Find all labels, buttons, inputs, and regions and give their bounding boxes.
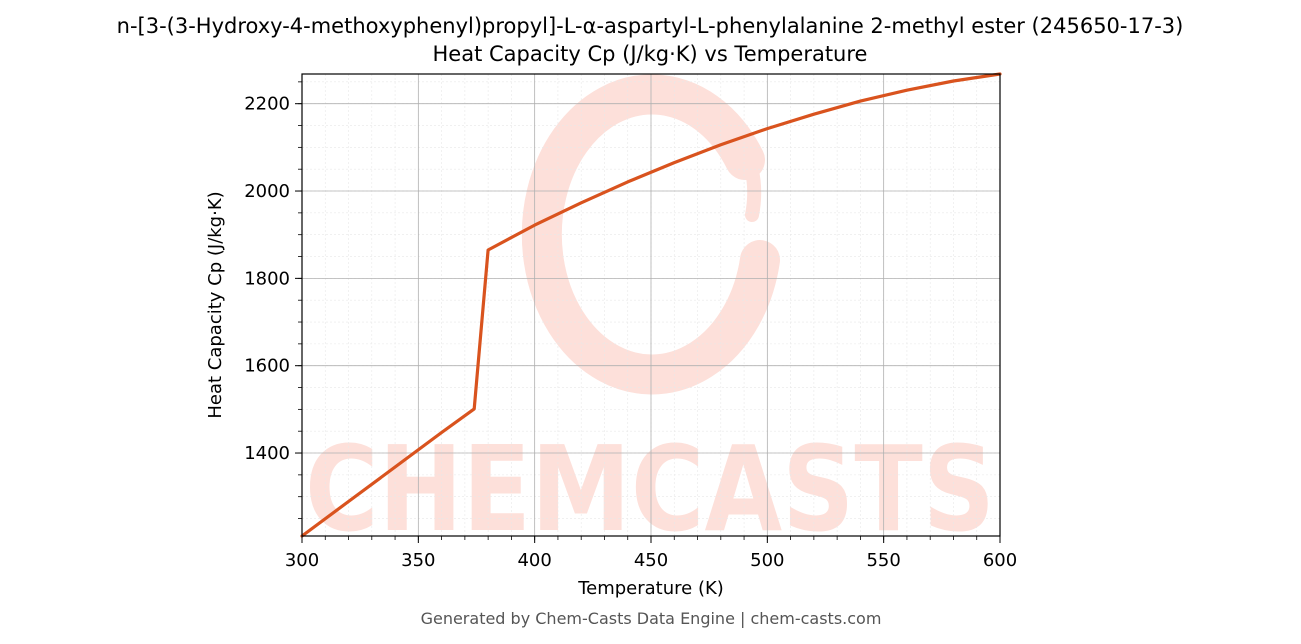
- y-axis-ticks: 1400 1600 1800 2000 2200: [244, 81, 302, 519]
- chart-title-line2: Heat Capacity Cp (J/kg·K) vs Temperature: [433, 42, 868, 66]
- series-layer: [300, 72, 1002, 538]
- y-tick-label: 1800: [244, 268, 290, 289]
- watermark: CHEMCASTS: [305, 74, 995, 558]
- x-tick-label: 450: [634, 550, 668, 571]
- x-tick-label: 300: [285, 550, 319, 571]
- watermark-text: CHEMCASTS: [305, 420, 995, 558]
- x-axis-ticks: 300 350 400 450 500 550 600: [285, 536, 1017, 571]
- chart-title-line1: n-[3-(3-Hydroxy-4-methoxyphenyl)propyl]-…: [117, 14, 1184, 38]
- x-tick-label: 350: [401, 550, 435, 571]
- y-tick-label: 1400: [244, 443, 290, 464]
- y-tick-label: 2000: [244, 181, 290, 202]
- x-axis-label: Temperature (K): [577, 578, 724, 599]
- watermark-logo-icon: [521, 74, 780, 395]
- series-line: [300, 72, 1002, 538]
- x-tick-label: 550: [866, 550, 900, 571]
- y-tick-label: 2200: [244, 94, 290, 115]
- x-tick-label: 400: [517, 550, 551, 571]
- footer-credit: Generated by Chem-Casts Data Engine | ch…: [421, 609, 882, 628]
- x-tick-label: 500: [750, 550, 784, 571]
- x-tick-label: 600: [983, 550, 1017, 571]
- y-tick-label: 1600: [244, 356, 290, 377]
- y-axis-label: Heat Capacity Cp (J/kg·K): [205, 191, 226, 418]
